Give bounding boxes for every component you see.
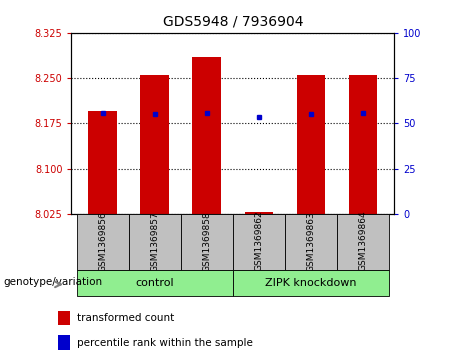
Text: GSM1369863: GSM1369863 — [307, 211, 315, 272]
Text: GSM1369856: GSM1369856 — [98, 211, 107, 272]
Text: GSM1369864: GSM1369864 — [358, 211, 367, 272]
Text: ZIPK knockdown: ZIPK knockdown — [265, 278, 357, 288]
Bar — [193, 57, 221, 214]
Bar — [89, 111, 117, 214]
Bar — [58, 335, 70, 350]
Bar — [349, 75, 377, 214]
Text: control: control — [136, 278, 174, 288]
Text: genotype/variation: genotype/variation — [4, 277, 103, 287]
Text: percentile rank within the sample: percentile rank within the sample — [77, 338, 254, 347]
Bar — [233, 270, 389, 296]
Bar — [77, 214, 129, 270]
Text: GSM1369862: GSM1369862 — [254, 211, 263, 272]
Bar — [337, 214, 389, 270]
Bar — [181, 214, 233, 270]
Text: GSM1369857: GSM1369857 — [150, 211, 159, 272]
Bar — [141, 75, 169, 214]
Bar — [244, 212, 273, 214]
Bar — [296, 75, 325, 214]
Text: transformed count: transformed count — [77, 313, 175, 323]
Bar — [129, 214, 181, 270]
Bar — [285, 214, 337, 270]
Bar — [77, 270, 233, 296]
Bar — [233, 214, 285, 270]
Title: GDS5948 / 7936904: GDS5948 / 7936904 — [163, 15, 303, 29]
Bar — [58, 311, 70, 325]
Text: GSM1369858: GSM1369858 — [202, 211, 211, 272]
